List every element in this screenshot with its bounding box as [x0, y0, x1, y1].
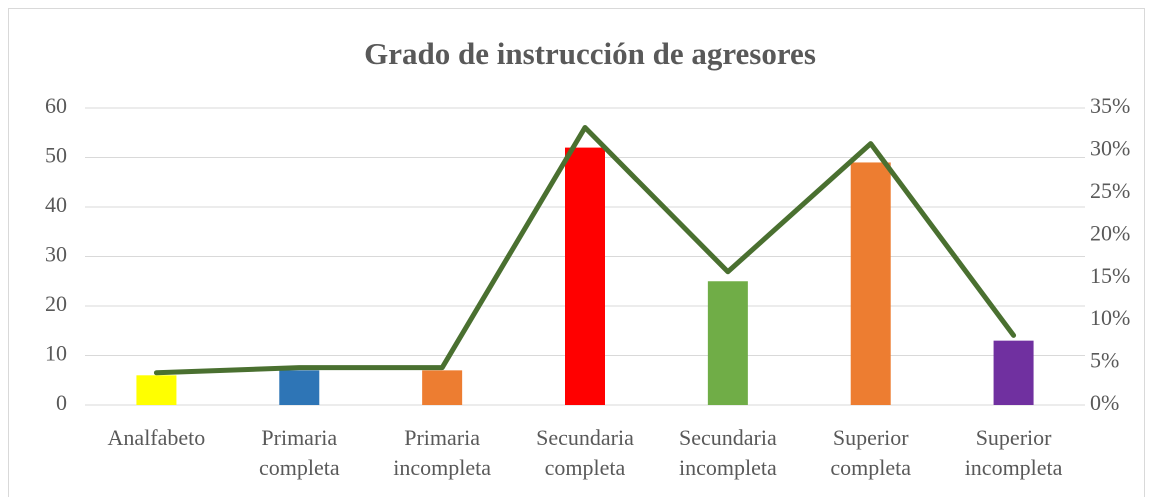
y-tick-label: 50	[45, 143, 67, 168]
bar	[993, 340, 1034, 405]
x-tick-label: Superior completa	[830, 425, 911, 480]
line	[153, 125, 1017, 376]
bar	[707, 281, 748, 405]
bar	[850, 162, 891, 405]
y2-tick-label: 15%	[1090, 263, 1130, 288]
x-tick-label: Secundaria completa	[536, 425, 634, 480]
x-tick-label: Primaria incompleta	[393, 425, 491, 480]
chart-border	[8, 8, 1145, 497]
y2-tick-label: 25%	[1090, 178, 1130, 203]
x-tick-label: Superior incompleta	[965, 425, 1063, 480]
y2-tick-label: 20%	[1090, 220, 1130, 245]
chart-title: Grado de instrucción de agresores	[364, 36, 816, 71]
bar	[422, 370, 463, 405]
x-tick-label: Analfabeto	[108, 425, 206, 450]
bar	[136, 375, 177, 405]
y-tick-label: 0	[56, 390, 67, 415]
y-tick-label: 40	[45, 192, 67, 217]
y2-tick-label: 30%	[1090, 135, 1130, 160]
y-tick-label: 10	[45, 341, 67, 366]
y-tick-label: 20	[45, 291, 67, 316]
y2-tick-label: 35%	[1090, 93, 1130, 118]
x-tick-label: Secundaria incompleta	[679, 425, 777, 480]
bar	[279, 370, 320, 405]
y2-tick-label: 0%	[1090, 390, 1119, 415]
y2-tick-label: 10%	[1090, 305, 1130, 330]
y2-tick-label: 5%	[1090, 348, 1119, 373]
y-tick-label: 30	[45, 242, 67, 267]
x-tick-label: Primaria completa	[259, 425, 340, 480]
y-tick-label: 60	[45, 93, 67, 118]
bar	[565, 147, 605, 405]
